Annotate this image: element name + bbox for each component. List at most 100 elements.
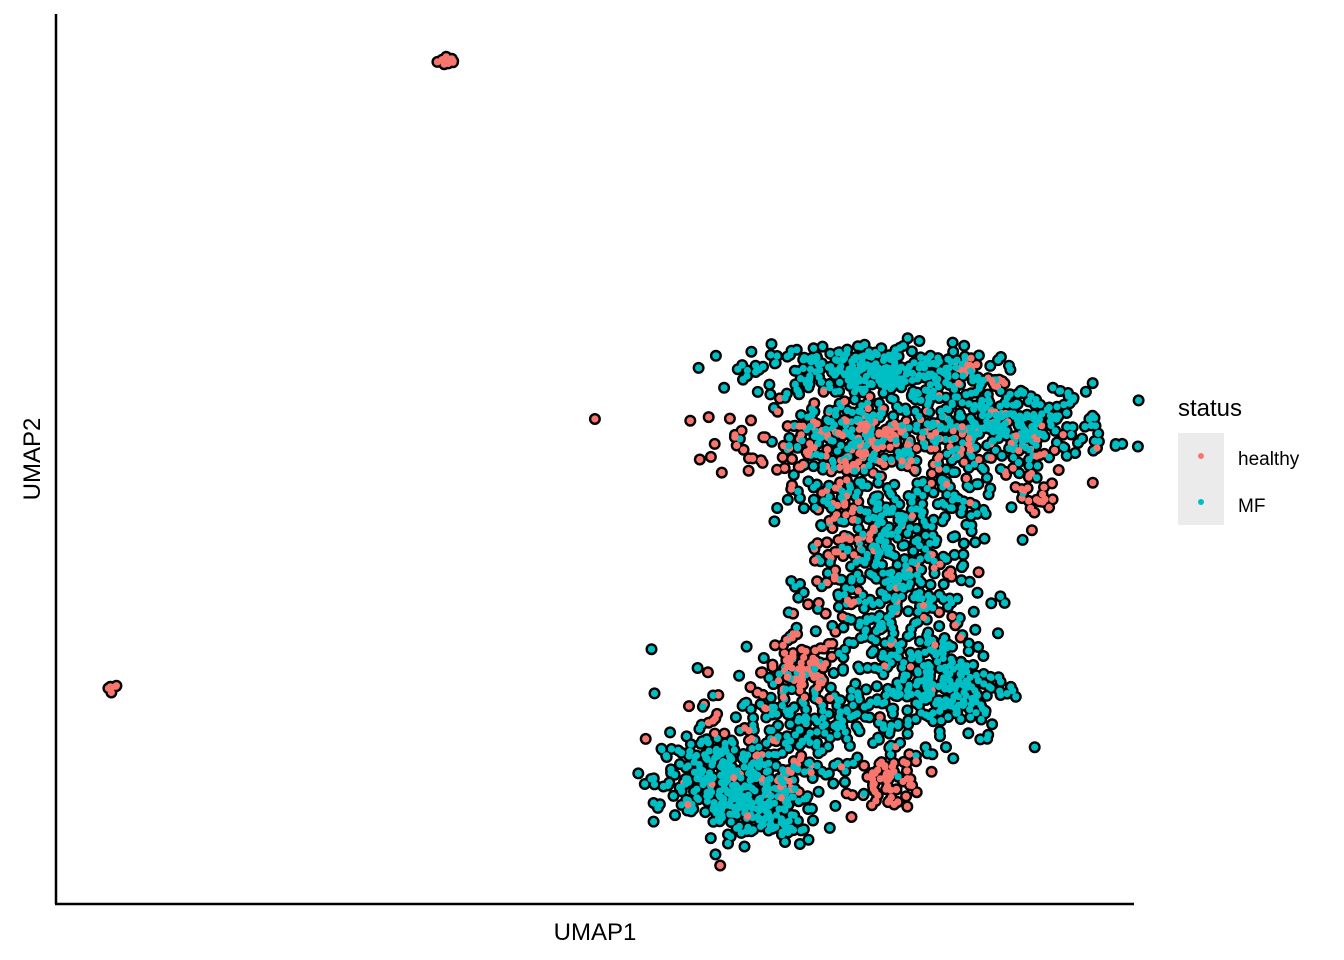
point-mf <box>793 624 801 632</box>
point-mf <box>901 377 909 386</box>
point-mf <box>796 580 804 588</box>
point-mf <box>824 742 832 751</box>
point-mf <box>939 595 948 603</box>
point-mf <box>892 437 900 445</box>
point-mf <box>960 497 968 505</box>
point-mf <box>669 792 678 800</box>
point-mf <box>683 732 691 741</box>
point-healthy <box>872 797 880 805</box>
point-mf <box>964 729 972 737</box>
point-healthy <box>837 763 846 771</box>
point-mf <box>912 457 921 465</box>
point-mf <box>926 539 934 547</box>
point-mf <box>922 743 930 751</box>
point-mf <box>803 792 812 800</box>
point-mf <box>790 763 798 771</box>
point-healthy <box>876 457 884 466</box>
point-mf <box>1009 453 1018 462</box>
point-mf <box>945 381 953 389</box>
point-healthy <box>745 467 753 475</box>
point-mf <box>778 828 786 836</box>
point-mf <box>809 816 817 825</box>
point-mf <box>741 783 750 791</box>
point-mf <box>1089 379 1097 387</box>
point-healthy <box>813 671 822 680</box>
point-mf <box>931 439 940 447</box>
point-mf <box>926 595 934 603</box>
point-mf <box>1053 403 1061 411</box>
point-mf <box>767 351 775 359</box>
point-mf <box>854 724 862 732</box>
point-mf <box>906 524 914 532</box>
point-mf <box>836 364 844 373</box>
point-mf <box>929 709 937 717</box>
point-mf <box>908 347 916 355</box>
point-mf <box>951 372 960 380</box>
point-healthy <box>785 777 794 785</box>
point-healthy <box>1002 471 1010 479</box>
point-healthy <box>839 432 847 440</box>
point-mf <box>903 408 911 416</box>
point-mf <box>836 378 844 387</box>
point-mf <box>813 354 821 362</box>
point-mf <box>972 389 980 397</box>
point-mf <box>773 504 781 512</box>
point-mf <box>840 518 849 526</box>
point-mf <box>988 720 996 728</box>
point-mf <box>920 517 928 526</box>
point-mf <box>980 670 988 678</box>
point-healthy <box>886 443 894 451</box>
point-mf <box>717 805 725 813</box>
point-mf <box>911 619 919 628</box>
point-mf <box>887 385 895 393</box>
point-healthy <box>733 441 741 450</box>
point-mf <box>1015 469 1023 477</box>
point-mf <box>873 695 881 703</box>
point-mf <box>693 775 701 783</box>
point-mf <box>803 734 811 742</box>
point-mf <box>914 667 922 675</box>
point-mf <box>935 357 943 365</box>
point-mf <box>786 720 794 728</box>
point-mf <box>863 664 872 672</box>
point-mf <box>826 734 834 742</box>
point-healthy <box>870 780 878 788</box>
point-mf <box>825 380 833 388</box>
point-mf <box>989 437 997 445</box>
point-mf <box>831 802 840 810</box>
point-mf <box>969 373 977 381</box>
point-mf <box>699 703 707 711</box>
point-mf <box>793 346 801 354</box>
point-mf <box>864 399 872 407</box>
point-healthy <box>784 422 792 430</box>
point-mf <box>952 363 960 372</box>
point-healthy <box>686 417 694 425</box>
point-healthy <box>1012 432 1020 440</box>
point-mf <box>835 649 843 658</box>
point-healthy <box>904 440 912 448</box>
point-mf <box>835 593 843 601</box>
point-mf <box>1069 423 1077 431</box>
point-mf <box>881 639 889 647</box>
point-mf <box>815 788 823 796</box>
point-mf <box>796 494 804 502</box>
point-mf <box>895 576 903 584</box>
point-mf <box>782 685 790 693</box>
point-mf <box>855 622 864 630</box>
point-mf <box>884 685 892 693</box>
point-healthy <box>1035 497 1043 505</box>
point-mf <box>838 723 847 731</box>
point-mf <box>1134 442 1142 451</box>
point-healthy <box>841 397 849 405</box>
point-healthy <box>1093 444 1101 452</box>
point-healthy <box>759 691 767 699</box>
point-mf <box>1063 452 1071 460</box>
point-mf <box>794 817 802 825</box>
legend-label-mf: MF <box>1238 496 1265 517</box>
point-mf <box>1055 387 1064 395</box>
point-mf <box>959 439 967 447</box>
point-mf <box>872 627 881 636</box>
point-healthy <box>1040 483 1048 491</box>
point-mf <box>754 388 762 396</box>
point-mf <box>972 709 980 717</box>
